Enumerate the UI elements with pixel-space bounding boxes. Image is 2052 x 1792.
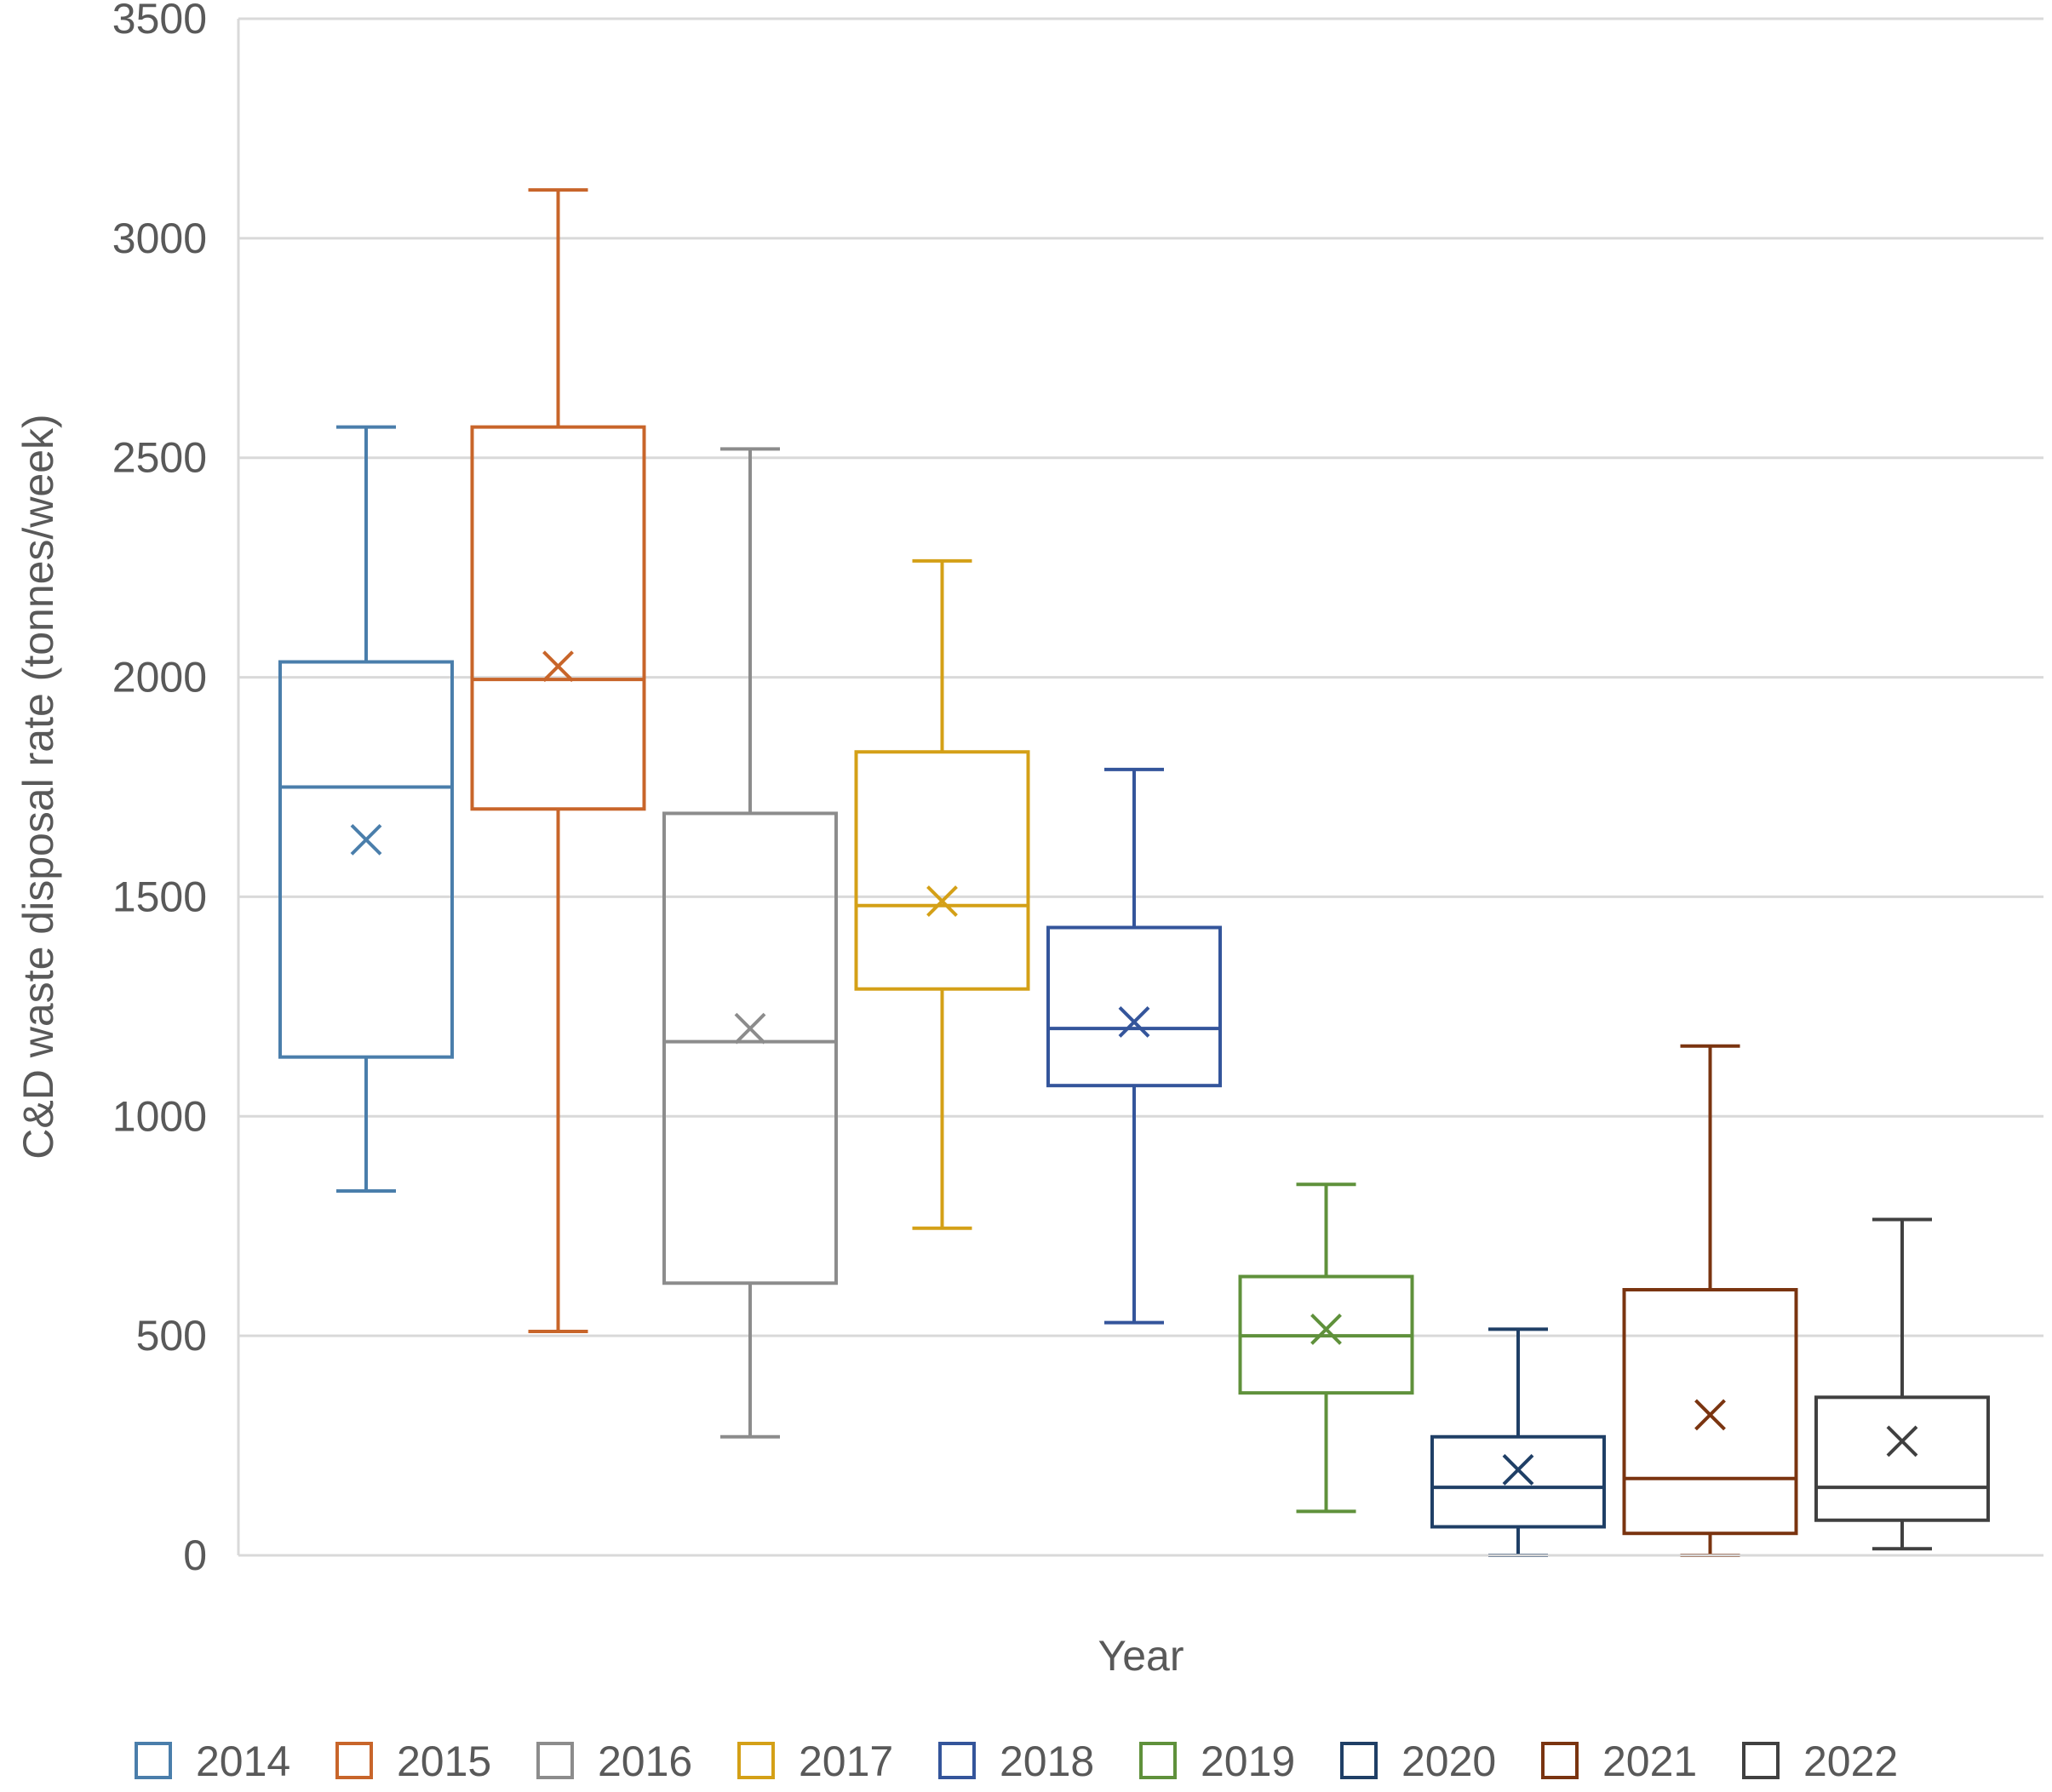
legend-swatch	[1742, 1742, 1780, 1779]
legend-swatch	[335, 1742, 373, 1779]
legend-label: 2021	[1602, 1738, 1697, 1785]
box-iqr	[278, 660, 454, 1059]
y-tick-label: 0	[183, 1532, 207, 1579]
legend-swatch	[737, 1742, 775, 1779]
x-axis-title: Year	[1098, 1632, 1184, 1680]
mean-marker	[1118, 1005, 1150, 1038]
y-tick-label: 1000	[112, 1092, 207, 1140]
box-iqr	[662, 811, 838, 1285]
mean-marker	[1310, 1313, 1342, 1345]
box-2016	[662, 447, 838, 1439]
y-tick-label: 3500	[112, 0, 207, 43]
legend-item-2017: 2017	[737, 1738, 893, 1785]
box-iqr	[1814, 1395, 1990, 1522]
legend-swatch	[536, 1742, 574, 1779]
box-iqr	[1622, 1287, 1798, 1536]
y-axis-tick-labels: 0 500 1000 1500 2000 2500 3000 3500	[112, 0, 207, 1579]
box-2017	[854, 558, 1030, 1230]
legend-swatch	[135, 1742, 172, 1779]
legend-item-2016: 2016	[536, 1738, 692, 1785]
legend-swatch	[1139, 1742, 1177, 1779]
legend-label: 2014	[196, 1738, 290, 1785]
legend: 2014 2015 2016 2017 2018 2019 2020 2021 2022	[135, 1738, 1898, 1785]
mean-marker	[542, 650, 574, 683]
y-axis-title: C&D waste disposal rate (tonnes/week)	[14, 414, 62, 1159]
legend-label: 2017	[799, 1738, 893, 1785]
box-iqr	[1430, 1434, 1606, 1529]
mean-marker	[734, 1012, 766, 1045]
box-2019	[1238, 1182, 1414, 1514]
legend-label: 2015	[397, 1738, 491, 1785]
box-2021	[1622, 1044, 1798, 1557]
legend-item-2015: 2015	[335, 1738, 491, 1785]
box-2014	[278, 425, 454, 1193]
gridlines	[238, 17, 2043, 1337]
box-2020	[1430, 1327, 1606, 1557]
box-iqr	[854, 750, 1030, 991]
legend-item-2018: 2018	[938, 1738, 1094, 1785]
legend-item-2021: 2021	[1541, 1738, 1697, 1785]
box-2015	[470, 188, 646, 1333]
legend-swatch	[1340, 1742, 1378, 1779]
legend-swatch	[938, 1742, 976, 1779]
box-series-group	[278, 188, 1990, 1557]
legend-item-2014: 2014	[135, 1738, 290, 1785]
y-tick-label: 1500	[112, 873, 207, 920]
legend-label: 2022	[1803, 1738, 1898, 1785]
legend-item-2019: 2019	[1139, 1738, 1295, 1785]
legend-label: 2016	[598, 1738, 692, 1785]
mean-marker	[1502, 1454, 1534, 1486]
mean-marker	[926, 885, 958, 917]
legend-label: 2020	[1401, 1738, 1496, 1785]
mean-marker	[1694, 1399, 1726, 1431]
box-iqr	[1046, 925, 1222, 1088]
legend-item-2022: 2022	[1742, 1738, 1898, 1785]
y-tick-label: 500	[136, 1312, 207, 1360]
y-tick-label: 2000	[112, 654, 207, 701]
y-tick-label: 3000	[112, 215, 207, 262]
legend-label: 2018	[1000, 1738, 1094, 1785]
legend-item-2020: 2020	[1340, 1738, 1496, 1785]
y-tick-label: 2500	[112, 434, 207, 482]
box-iqr	[470, 425, 646, 811]
box-2018	[1046, 767, 1222, 1325]
mean-marker	[350, 823, 382, 856]
mean-marker	[1886, 1425, 1918, 1457]
box-2022	[1814, 1217, 1990, 1551]
legend-swatch	[1541, 1742, 1579, 1779]
legend-label: 2019	[1201, 1738, 1295, 1785]
